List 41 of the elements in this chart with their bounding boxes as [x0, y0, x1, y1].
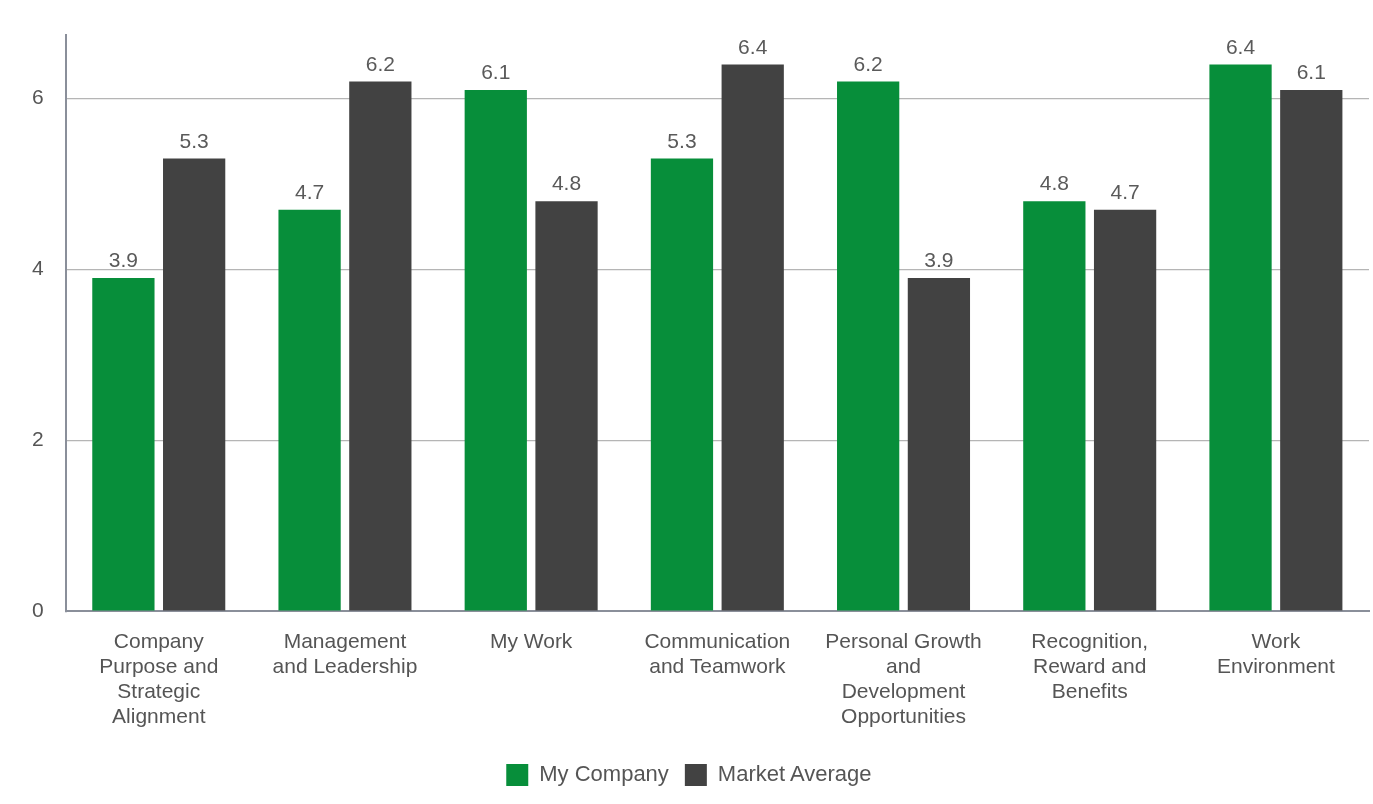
data-label: 4.7: [294, 180, 325, 204]
bar: [92, 278, 155, 611]
data-label: 3.9: [108, 248, 138, 272]
bar: [1023, 201, 1086, 611]
x-tick-label: Communication and Teamwork: [644, 628, 791, 677]
data-label: 6.1: [481, 60, 511, 84]
bar: [163, 158, 226, 611]
data-label: 4.8: [551, 171, 582, 195]
x-tick-label: Work Environment: [1216, 628, 1336, 677]
data-label: 6.2: [365, 51, 395, 75]
data-label: 5.3: [667, 128, 697, 152]
data-label: 5.3: [179, 128, 209, 152]
bar: [464, 90, 527, 611]
data-label: 6.4: [1225, 34, 1256, 58]
y-tick-label: 4: [31, 256, 44, 280]
data-label: 6.2: [853, 51, 883, 75]
x-tick-label: Personal Growth and Development Opportunities: [825, 628, 982, 728]
bar: [1280, 90, 1343, 611]
data-label: 3.9: [924, 248, 954, 272]
bar: [650, 158, 714, 611]
data-label: 6.4: [738, 34, 768, 58]
y-tick-label: 0: [31, 598, 44, 621]
y-tick-label: 2: [31, 427, 44, 451]
data-label: 6.1: [1296, 60, 1326, 84]
bar: [349, 81, 412, 611]
bar: [1093, 209, 1157, 611]
bar: [278, 209, 341, 611]
bar: [907, 278, 971, 611]
legend-label: My Company: [539, 761, 669, 787]
bar: [1209, 64, 1272, 611]
legend-label: Market Average: [717, 761, 872, 787]
bar: [837, 81, 900, 611]
y-tick-label: 6: [31, 85, 44, 109]
x-tick-label: Recognition, Reward and Benefits: [1031, 628, 1149, 702]
bar: [721, 64, 784, 611]
bar: [535, 201, 598, 611]
x-tick-label: Company Purpose and Strategic Alignment: [99, 628, 219, 728]
data-label: 4.8: [1039, 171, 1069, 195]
data-label: 4.7: [1110, 180, 1140, 204]
x-tick-label: My Work: [489, 628, 573, 652]
x-tick-label: Management and Leadership: [272, 628, 418, 677]
